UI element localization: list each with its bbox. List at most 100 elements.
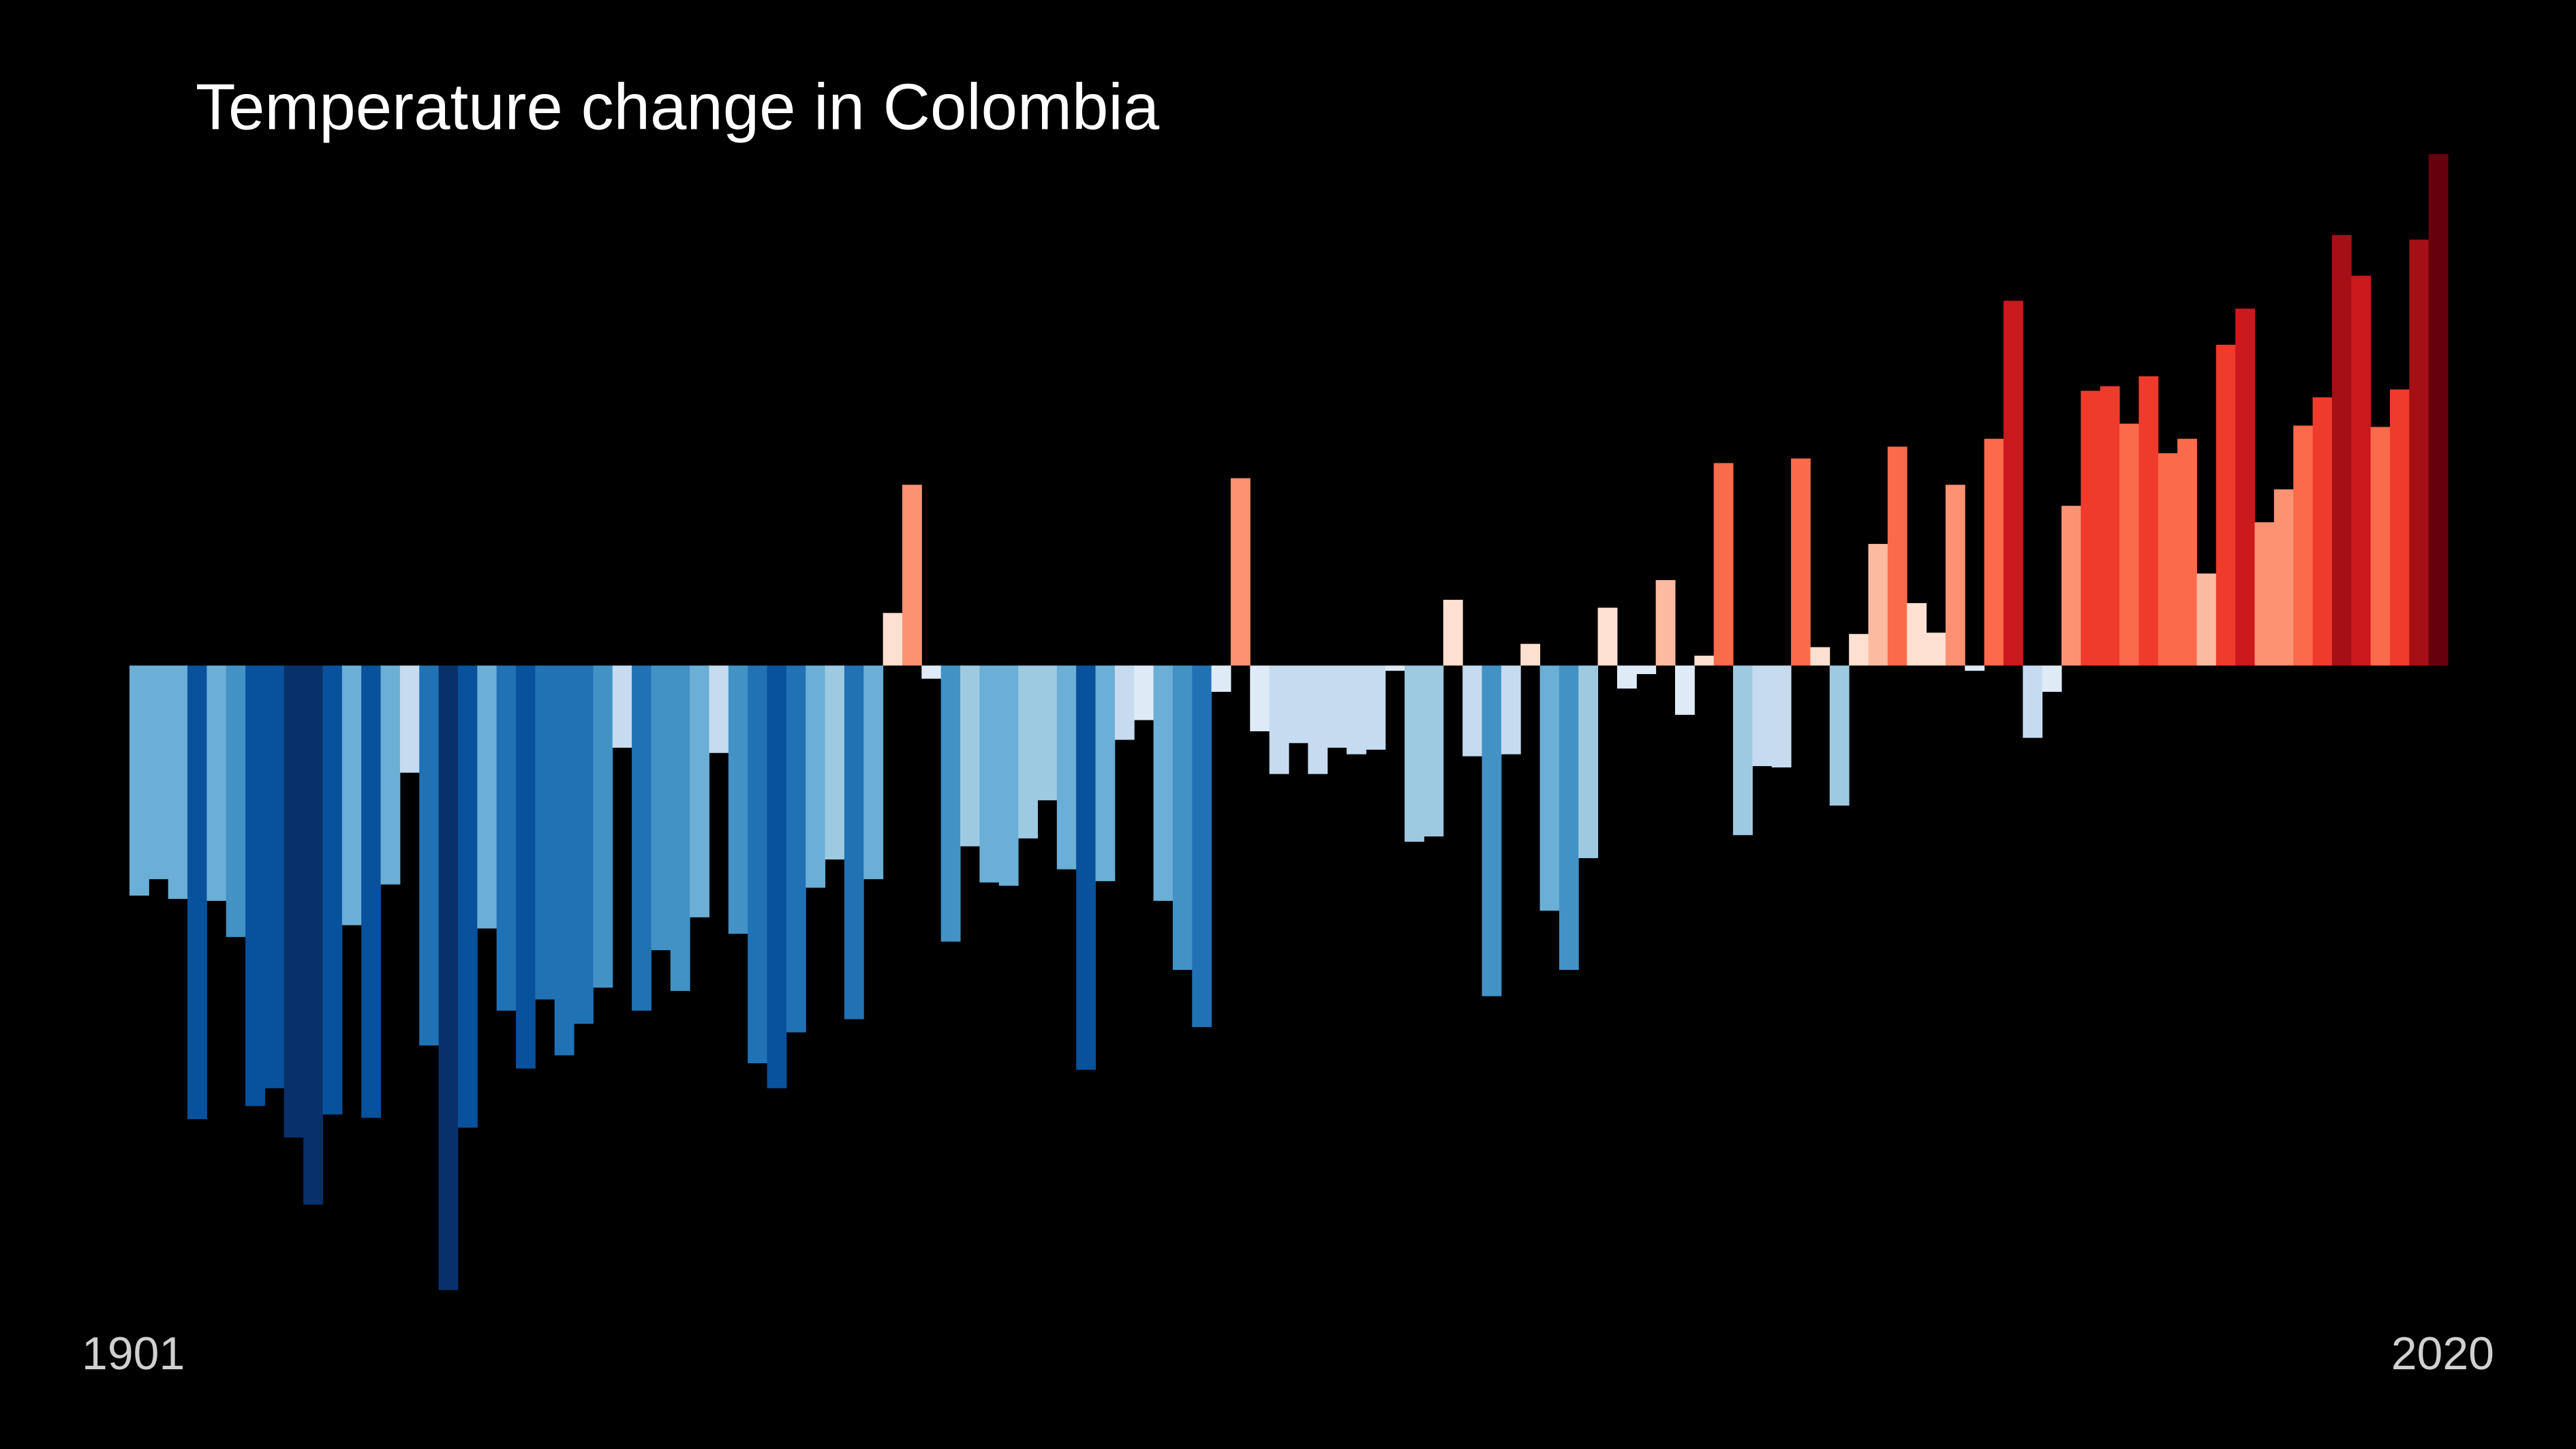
bar	[341, 665, 362, 926]
bar	[1501, 665, 1521, 754]
bar	[168, 665, 188, 899]
bar	[129, 665, 149, 896]
bar	[690, 665, 709, 917]
bar	[2023, 665, 2043, 738]
bar	[767, 665, 787, 1088]
bar	[1230, 478, 1251, 666]
bar	[1366, 665, 1386, 750]
bar	[1114, 665, 1135, 740]
bar	[1984, 438, 2004, 666]
bar	[2042, 665, 2062, 692]
bar	[940, 665, 961, 942]
bar	[1849, 634, 1869, 666]
bar	[1076, 665, 1096, 1070]
bar	[960, 665, 980, 846]
bar	[2138, 376, 2159, 666]
bar	[1424, 665, 1444, 837]
bar	[1056, 665, 1077, 870]
bar	[902, 485, 922, 666]
bar	[670, 665, 690, 991]
bar	[2235, 308, 2255, 666]
bar	[226, 665, 246, 937]
bar	[2061, 506, 2081, 666]
bar	[264, 665, 285, 1088]
bar	[322, 665, 343, 1115]
bar	[149, 665, 169, 879]
bar	[245, 665, 265, 1106]
bar	[825, 665, 845, 860]
bar	[1694, 656, 1715, 666]
bar	[1250, 665, 1270, 731]
bar	[1926, 632, 1946, 666]
bar	[748, 665, 768, 1064]
bar	[651, 665, 671, 951]
bar	[419, 665, 440, 1046]
bar	[593, 665, 613, 988]
bar	[1868, 544, 1888, 666]
bar	[1327, 665, 1347, 748]
bar	[1405, 665, 1424, 842]
bar	[457, 665, 478, 1128]
bar	[1636, 665, 1657, 675]
bar	[1134, 665, 1154, 720]
bar	[1578, 665, 1599, 859]
bar	[535, 665, 555, 1000]
bar	[844, 665, 864, 1020]
bar	[1269, 665, 1289, 774]
bar	[477, 665, 497, 929]
chart-title: Temperature change in Colombia	[196, 70, 1160, 143]
bar	[1907, 603, 1927, 666]
bar	[1752, 665, 1773, 767]
bar	[2351, 275, 2372, 666]
bar	[1095, 665, 1116, 881]
bar	[998, 665, 1019, 886]
bar	[574, 665, 594, 1024]
bar	[399, 665, 420, 773]
bar	[1192, 665, 1212, 1027]
bar	[709, 665, 729, 753]
x-tick-label: 1901	[82, 1328, 185, 1379]
bar	[2003, 301, 2023, 666]
bar	[2158, 453, 2178, 666]
bar	[1520, 643, 1541, 666]
bar	[1308, 665, 1328, 774]
bar	[438, 665, 459, 1290]
bar	[1539, 665, 1560, 911]
bar	[883, 613, 903, 666]
bar	[2081, 391, 2101, 666]
bar	[1887, 446, 1907, 666]
bar	[1733, 665, 1753, 836]
bar	[1965, 665, 1985, 671]
bar	[1829, 665, 1850, 806]
bar	[1385, 665, 1405, 671]
bar	[1945, 485, 1965, 666]
bar	[2312, 397, 2333, 666]
bar	[728, 665, 748, 934]
bar	[1211, 665, 1231, 692]
bar	[2177, 438, 2197, 666]
bar	[2273, 489, 2294, 666]
bar	[2119, 423, 2139, 666]
bar	[1289, 665, 1308, 744]
bar	[1018, 665, 1038, 839]
bar	[1559, 665, 1579, 971]
bar	[2293, 425, 2314, 666]
bar	[1771, 665, 1792, 767]
bar	[921, 665, 942, 679]
bar	[806, 665, 826, 888]
bar	[1810, 647, 1830, 666]
bar	[1482, 665, 1502, 996]
bar	[1172, 665, 1193, 971]
bar	[2196, 573, 2217, 666]
bar	[380, 665, 401, 885]
bar	[2428, 154, 2449, 666]
bar	[1713, 463, 1734, 666]
bar	[1655, 580, 1676, 666]
bar	[2389, 389, 2410, 666]
bar	[612, 665, 632, 748]
bar	[1597, 607, 1618, 666]
bar	[632, 665, 651, 1011]
bar	[516, 665, 536, 1069]
